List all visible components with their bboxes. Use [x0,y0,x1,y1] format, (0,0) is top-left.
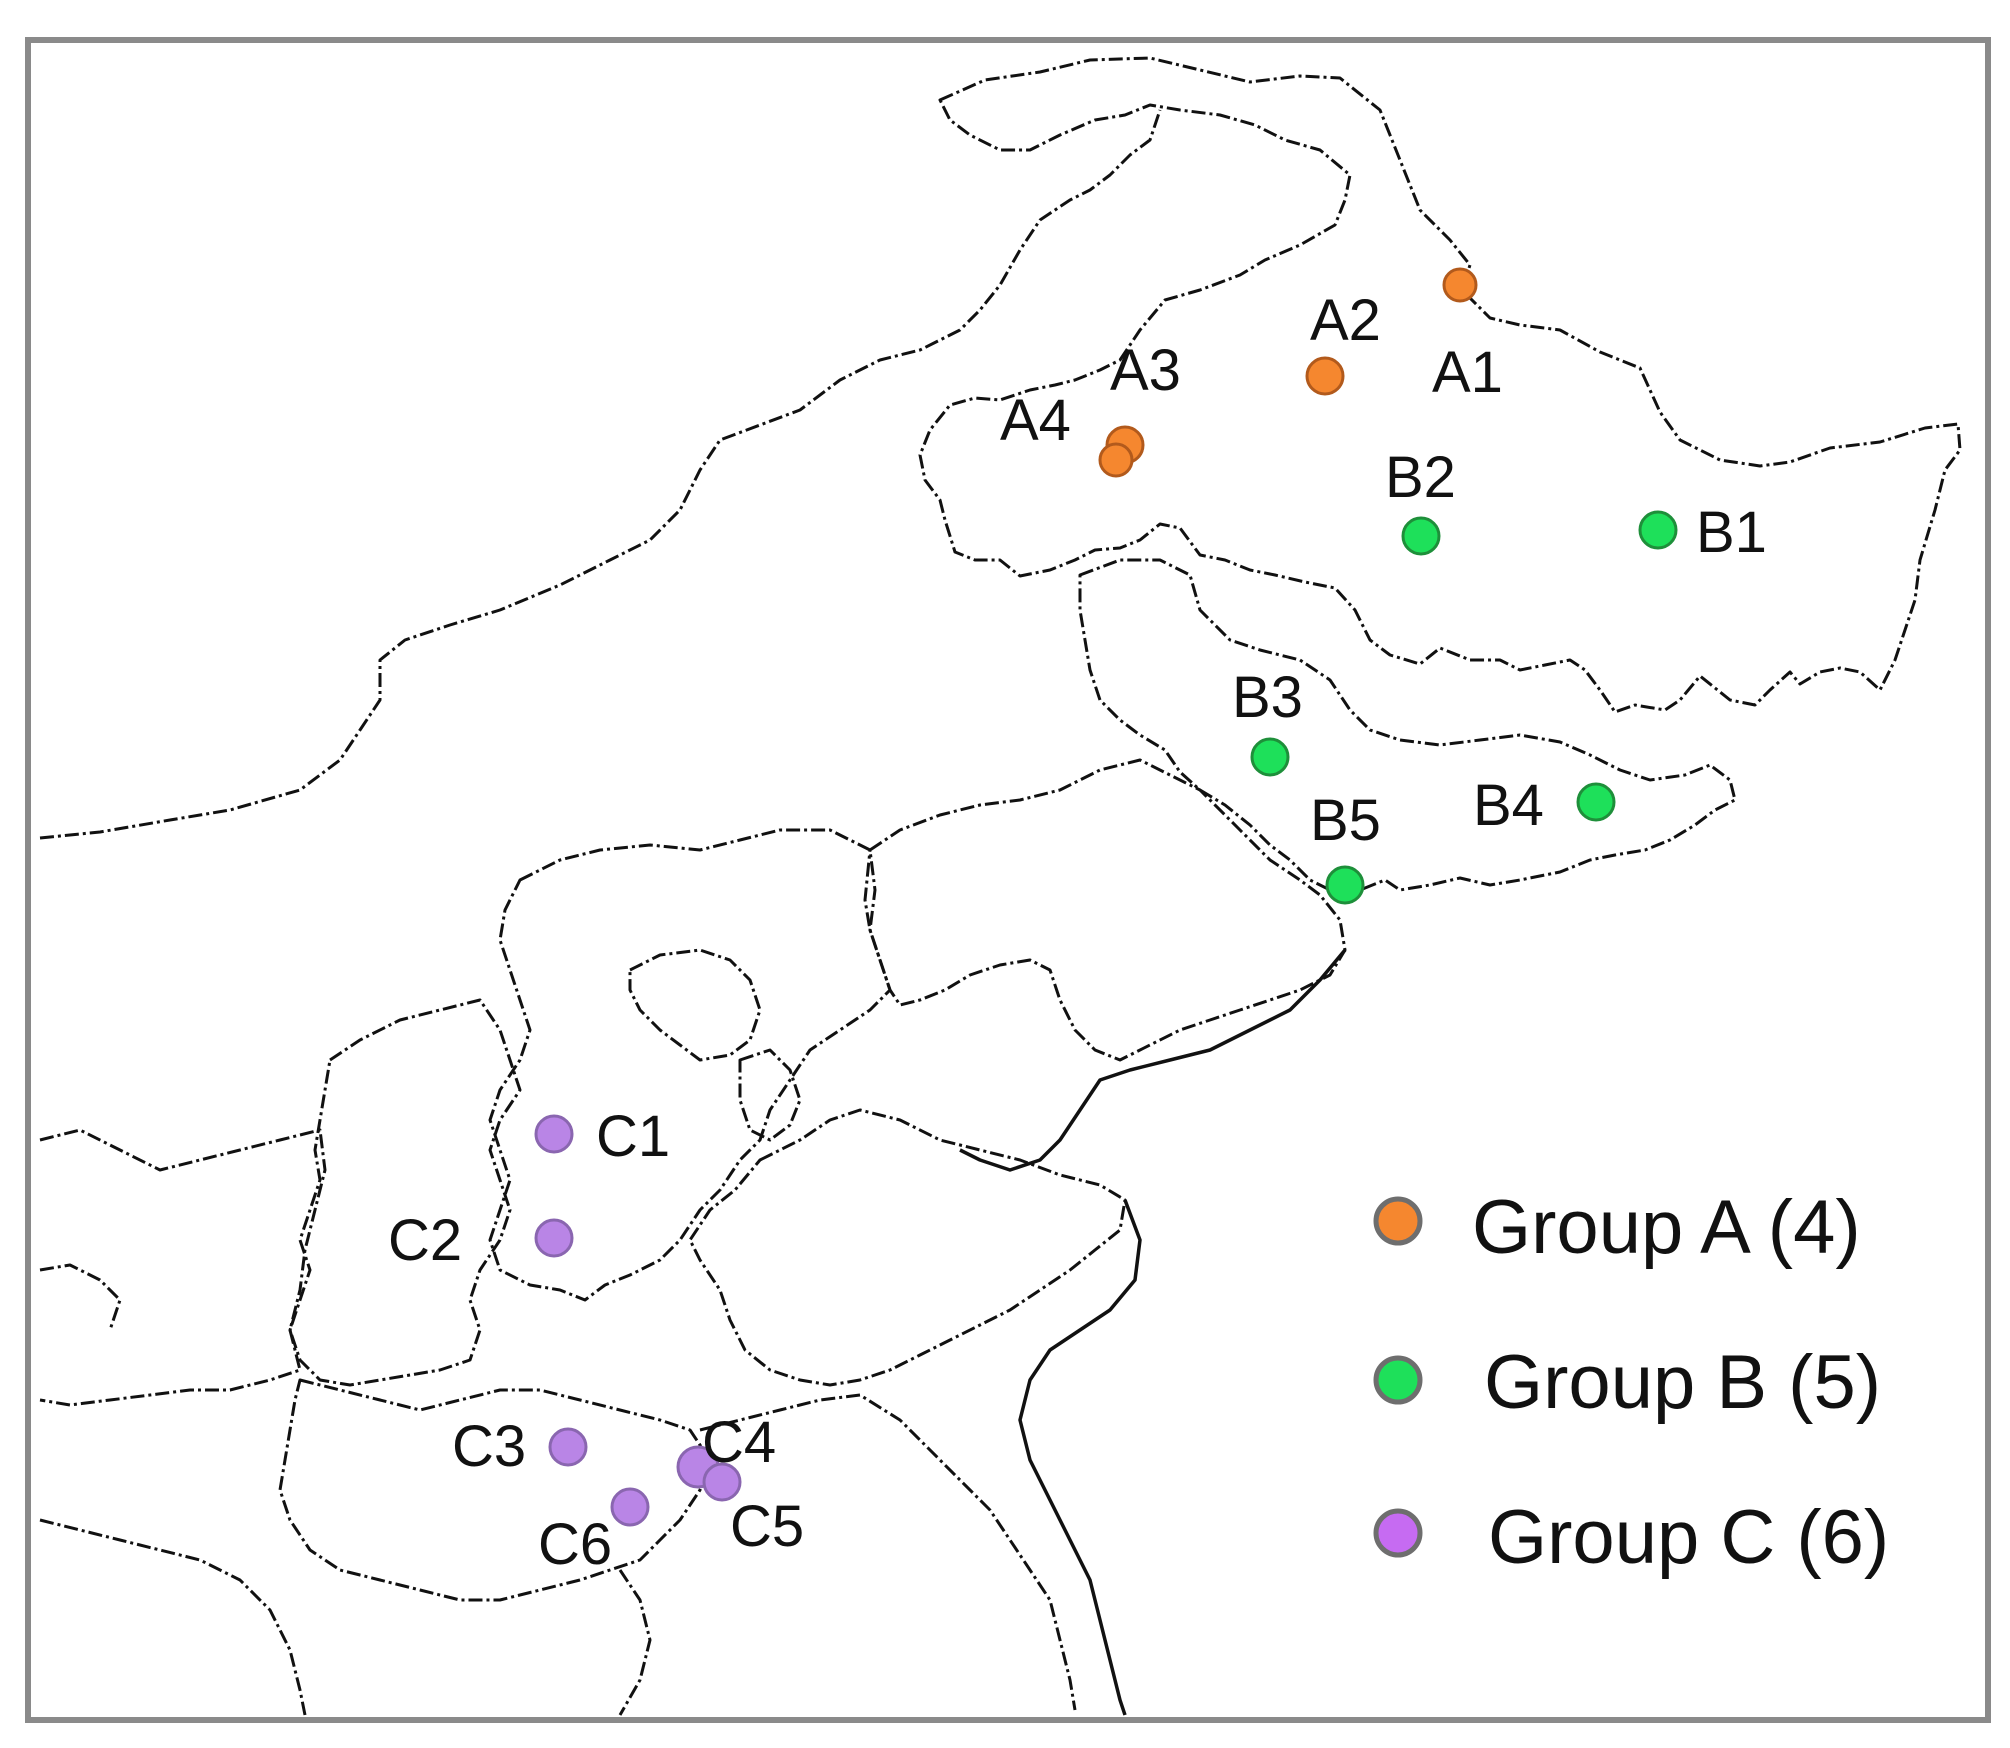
site-label-b5: B5 [1310,788,1381,853]
legend-swatch-group-b [1373,1355,1423,1405]
region-boundary-tianjin [738,1048,802,1142]
site-labels: A1 A2 A3 A4 B1 B2 B3 B4 B5 C1 C2 C3 C4 C… [388,288,1767,1577]
site-marker-c2 [534,1218,574,1258]
coastline-yellow-sea [1018,1199,1142,1716]
site-marker-a2 [1305,356,1345,396]
site-label-b1: B1 [1696,500,1767,565]
site-marker-b1 [1638,510,1678,550]
site-label-c3: C3 [452,1414,526,1479]
site-label-b2: B2 [1385,445,1456,510]
site-marker-b3 [1250,737,1290,777]
site-label-c6: C6 [538,1512,612,1577]
site-label-c4: C4 [702,1410,776,1475]
site-label-c5: C5 [730,1494,804,1559]
region-boundary-shaanxi [39,1128,327,1407]
legend-label-group-b: Group B (5) [1484,1340,1881,1425]
region-boundary-hebei [488,828,892,1302]
site-marker-b4 [1576,782,1616,822]
site-label-c1: C1 [596,1104,670,1169]
site-marker-c5 [702,1462,742,1502]
site-marker-a4 [1098,442,1134,478]
legend-label-group-a: Group A (4) [1472,1185,1861,1270]
site-label-a1: A1 [1432,340,1503,405]
site-marker-c3 [548,1427,588,1467]
site-label-a4: A4 [1000,388,1071,453]
site-markers [534,267,1678,1527]
region-boundary-henan [278,1378,712,1602]
region-boundary-west-1 [39,1263,122,1331]
site-marker-b2 [1401,516,1441,556]
site-label-a3: A3 [1110,338,1181,403]
site-marker-c1 [534,1114,574,1154]
region-boundary-shanxi [288,998,522,1387]
site-label-b4: B4 [1473,773,1544,838]
basemap [39,56,1962,1716]
region-boundary-hubei [39,1518,307,1716]
region-boundary-shandong [688,1108,1127,1387]
legend-swatch-group-a [1373,1196,1423,1246]
site-label-b3: B3 [1232,665,1303,730]
region-boundary-inner-mongolia [39,109,1162,840]
site-marker-c6 [610,1487,650,1527]
site-marker-a1 [1442,267,1478,303]
region-boundary-beijing [628,948,762,1062]
legend-label-group-c: Group C (6) [1488,1495,1889,1580]
site-label-a2: A2 [1310,288,1381,353]
region-boundary-heilongjiang [918,56,1962,714]
region-boundary-anhui [618,1569,652,1716]
coastline-bohai [959,948,1347,1172]
legend-swatch-group-c [1373,1508,1423,1558]
region-boundary-jilin [1078,558,1737,897]
figure-frame [25,37,1991,1723]
legend: Group A (4) Group B (5) Group C (6) [1373,1185,1889,1580]
site-label-c2: C2 [388,1208,462,1273]
region-boundary-liaoning [863,758,1347,1062]
site-marker-b5 [1325,865,1365,905]
